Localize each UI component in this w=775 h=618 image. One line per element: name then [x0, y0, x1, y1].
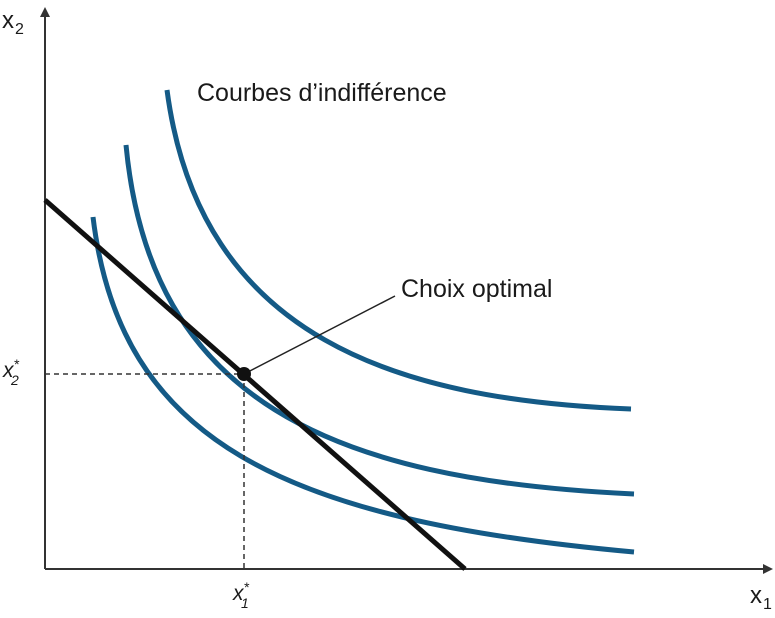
- x-axis-label-var: x: [750, 582, 762, 609]
- x2-star-var: x: [2, 359, 15, 382]
- x-axis-label: x1: [750, 582, 772, 613]
- y-axis-label-sub: 2: [15, 21, 24, 38]
- y-axis-label-var: x: [2, 7, 14, 34]
- budget-line: [43, 198, 467, 571]
- optimum-pointer-line: [243, 295, 396, 375]
- indifference-curve-high: [164, 89, 632, 412]
- indifference-curve-low: [90, 216, 635, 555]
- optimum-annotation: Choix optimal: [401, 275, 552, 303]
- x2-star-star: *: [14, 356, 20, 372]
- x2-star-sub: 2: [10, 372, 19, 388]
- x1-star-var: x: [232, 582, 245, 605]
- optimum-point: [237, 367, 251, 381]
- x2-star-tick-label: x* 2: [2, 356, 20, 388]
- x1-star-sub: 1: [241, 595, 249, 611]
- x1-star-star: *: [244, 579, 250, 595]
- y-axis-label: x2: [2, 7, 24, 38]
- indifference-curve-mid: [123, 144, 635, 497]
- x-axis-label-sub: 1: [763, 596, 772, 613]
- curves-annotation: Courbes d’indifférence: [197, 79, 447, 107]
- x1-star-tick-label: x* 1: [232, 579, 250, 611]
